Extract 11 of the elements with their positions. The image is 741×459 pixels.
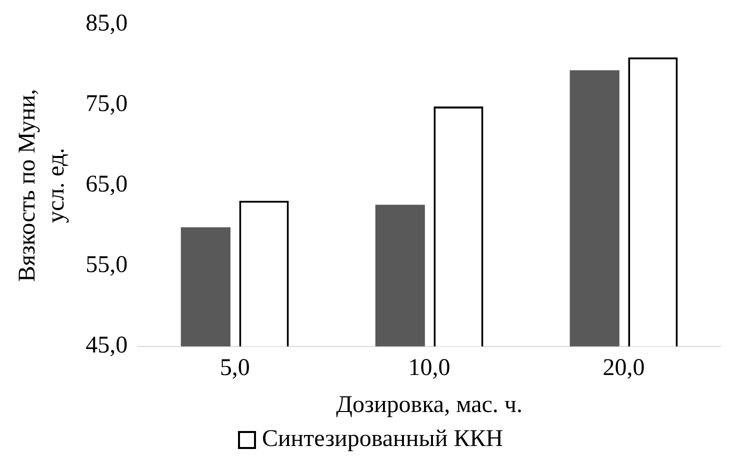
series-label: Синтезированный ККН xyxy=(262,426,504,453)
y-axis-title: Вязкость по Муни, усл. ед. xyxy=(14,88,70,282)
x-tick-label: 5,0 xyxy=(220,355,250,382)
y-tick-label: 45,0 xyxy=(86,332,128,359)
y-tick-label: 85,0 xyxy=(86,10,128,37)
x-tick-label: 20,0 xyxy=(602,355,645,382)
y-tick-label: 65,0 xyxy=(86,172,128,198)
y-tick-label: 55,0 xyxy=(86,252,128,278)
y-tick-label: 75,0 xyxy=(86,91,128,118)
x-tick-label: 10,0 xyxy=(408,355,450,382)
x-axis-title: Дозировка, мас. ч. xyxy=(336,392,522,418)
